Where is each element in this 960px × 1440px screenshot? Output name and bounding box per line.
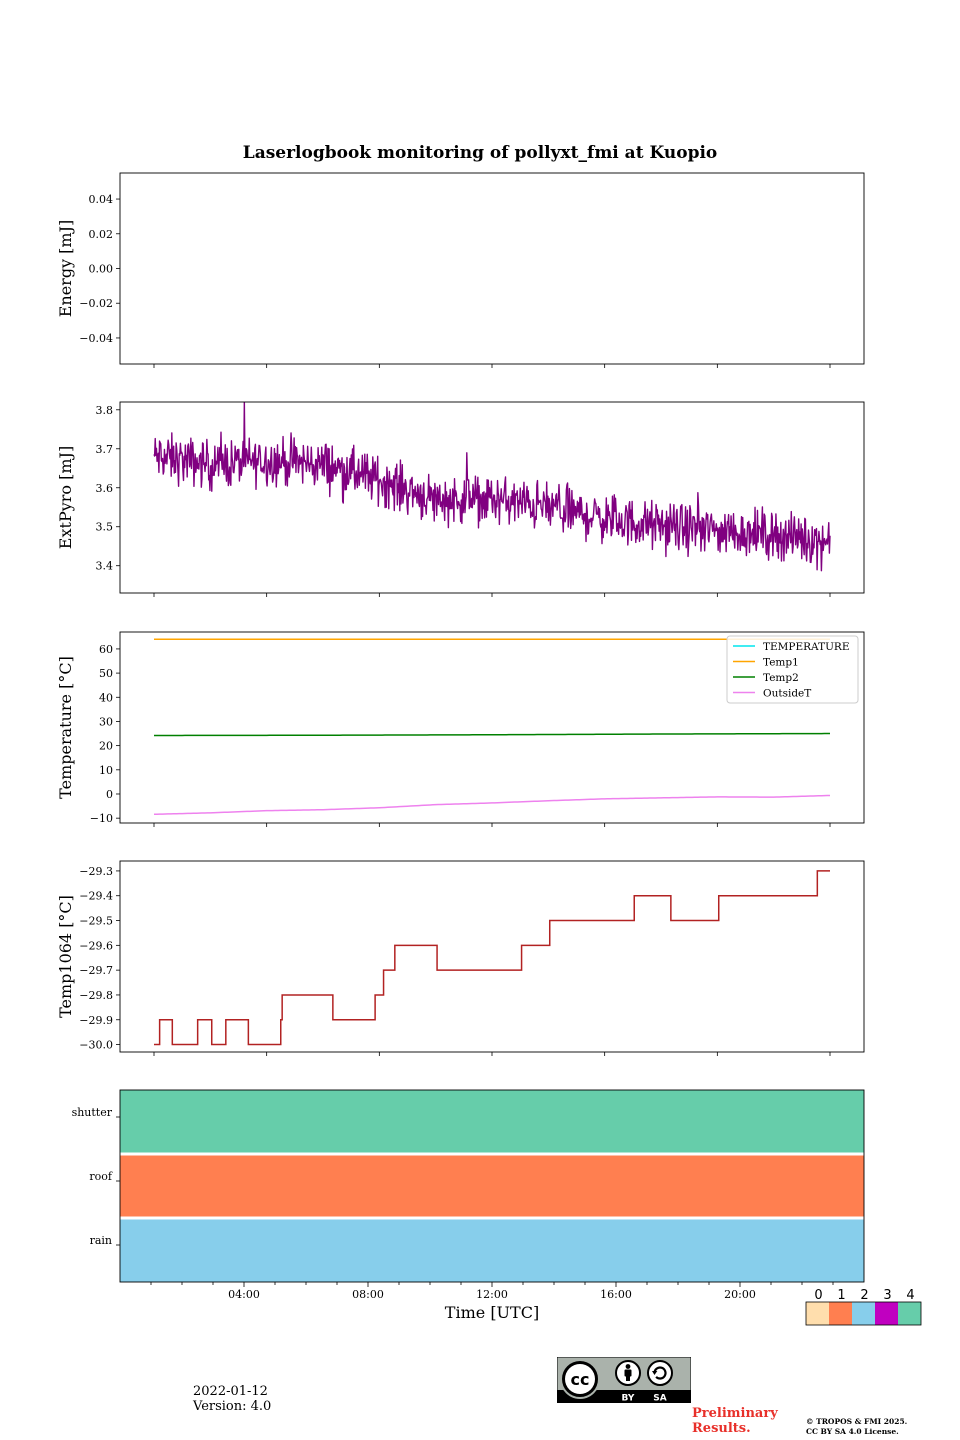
y-tick-label: −29.9 — [79, 1014, 113, 1027]
y-tick-label: 0.02 — [89, 228, 114, 241]
y-tick-label: 0.00 — [89, 263, 114, 276]
y-axis-label: Temp1064 [°C] — [56, 895, 75, 1018]
preliminary-line2: Results. — [692, 1421, 751, 1436]
y-tick-label: −0.04 — [79, 332, 113, 345]
y-tick-label: −29.8 — [79, 989, 113, 1002]
plot-area — [153, 638, 831, 816]
y-tick-label: 0 — [106, 788, 113, 801]
colorbar-cell-4 — [898, 1302, 921, 1325]
y-tick-label: −29.6 — [79, 939, 113, 952]
cc-by-sa-badge: cc BY SA — [556, 1356, 692, 1404]
y-tick-label: 0.04 — [89, 193, 114, 206]
y-tick-label: 3.7 — [96, 443, 114, 456]
legend-label-temp1: Temp1 — [763, 657, 799, 669]
axes-frame-4 — [119, 860, 865, 1053]
y-axis-label: ExtPyro [mJ] — [56, 446, 75, 549]
plot-area — [153, 402, 831, 572]
x-axis-label: Time [UTC] — [445, 1303, 539, 1322]
colorbar-label-4: 4 — [906, 1288, 914, 1303]
x-tick-label: 04:00 — [228, 1288, 260, 1301]
status-band-shutter — [120, 1090, 864, 1154]
legend-frame — [726, 635, 859, 704]
y-tick-label: 50 — [99, 667, 113, 680]
panel-1: 0.04 0.02 0.00 −0.02 −0.04 Energy [mJ] — [56, 193, 831, 368]
colorbar-cell-3 — [875, 1302, 898, 1325]
status-band-rain — [120, 1218, 864, 1282]
y-tick-label: −30.0 — [79, 1039, 113, 1052]
x-tick-label: 20:00 — [724, 1288, 756, 1301]
sa-icon — [647, 1360, 673, 1386]
y-tick-label: 3.5 — [96, 521, 114, 534]
preliminary-line1: Preliminary — [692, 1406, 778, 1421]
row-label-roof: roof — [89, 1170, 113, 1183]
y-axis-label: Energy [mJ] — [56, 220, 75, 318]
footer-date-version: 2022-01-12 Version: 4.0 — [193, 1384, 271, 1414]
axes-frame-5 — [119, 1089, 865, 1283]
footer-version: Version: 4.0 — [193, 1399, 272, 1414]
y-tick-label: 20 — [99, 740, 113, 753]
cc-text: cc — [571, 1370, 590, 1389]
y-tick-label: 3.4 — [96, 560, 114, 573]
copyright-line2: CC BY SA 4.0 License. — [806, 1427, 899, 1436]
colorbar-cell-1 — [829, 1302, 852, 1325]
legend-label-temperature: TEMPERATURE — [763, 641, 850, 653]
plot-area — [154, 870, 830, 1046]
y-tick-label: −29.4 — [79, 890, 113, 903]
y-tick-label: −10 — [90, 812, 113, 825]
legend-label-temp2: Temp2 — [763, 672, 799, 684]
y-tick-label: −29.5 — [79, 915, 113, 928]
colorbar-label-1: 1 — [837, 1288, 845, 1303]
footer-date: 2022-01-12 — [193, 1384, 268, 1399]
sa-label: SA — [653, 1394, 666, 1404]
y-tick-label: −29.3 — [79, 865, 113, 878]
panel-5: shutter roof rain 04:00 08:00 12:00 16:00 20:00… — [72, 1090, 922, 1326]
by-label: BY — [622, 1394, 635, 1404]
axes-frame-2 — [119, 401, 865, 594]
y-tick-label: 10 — [99, 764, 113, 777]
by-icon — [615, 1360, 641, 1386]
colorbar-frame — [805, 1301, 922, 1326]
y-tick-label: 30 — [99, 715, 113, 728]
axes-frame-3 — [119, 631, 865, 824]
preliminary-notice: Preliminary Results. — [692, 1406, 778, 1436]
panel-2: 3.8 3.7 3.6 3.5 3.4 ExtPyro [mJ] — [56, 402, 831, 597]
status-band-roof — [120, 1154, 864, 1218]
colorbar-label-0: 0 — [814, 1288, 822, 1303]
colorbar-cell-2 — [852, 1302, 875, 1325]
temp1064-line — [154, 870, 830, 1046]
outsidet-line — [153, 794, 831, 816]
colorbar-label-3: 3 — [883, 1288, 891, 1303]
y-tick-label: 60 — [99, 643, 113, 656]
row-label-shutter: shutter — [72, 1106, 113, 1119]
copyright-line1: © TROPOS & FMI 2025. — [806, 1417, 908, 1426]
legend: TEMPERATURE Temp1 Temp2 OutsideT — [726, 635, 859, 704]
x-tick-label: 08:00 — [352, 1288, 384, 1301]
x-tick-label: 12:00 — [476, 1288, 508, 1301]
copyright-notice: © TROPOS & FMI 2025. CC BY SA 4.0 Licens… — [806, 1417, 907, 1437]
temp2-line — [153, 732, 831, 737]
y-tick-label: −0.02 — [79, 297, 113, 310]
y-tick-label: −29.7 — [79, 964, 113, 977]
row-label-rain: rain — [90, 1234, 112, 1247]
colorbar-label-2: 2 — [860, 1288, 868, 1303]
panel-4: −29.3 −29.4 −29.5 −29.6 −29.7 −29.8 −29.9 −30.0… — [56, 865, 831, 1056]
y-tick-label: 40 — [99, 691, 113, 704]
extpyro-line — [153, 402, 831, 572]
figure-title: Laserlogbook monitoring of pollyxt_fmi a… — [243, 143, 718, 163]
x-tick-label: 16:00 — [600, 1288, 632, 1301]
colorbar-cell-0 — [806, 1302, 829, 1325]
y-tick-label: 3.6 — [96, 482, 114, 495]
panel-3: 60 50 40 30 20 10 0 −10 Temperature [°C] TEMPERAT… — [56, 635, 859, 827]
y-axis-label: Temperature [°C] — [56, 656, 75, 799]
axes-frame-1 — [119, 172, 865, 365]
y-tick-label: 3.8 — [96, 404, 114, 417]
legend-label-outsidet: OutsideT — [763, 688, 811, 700]
